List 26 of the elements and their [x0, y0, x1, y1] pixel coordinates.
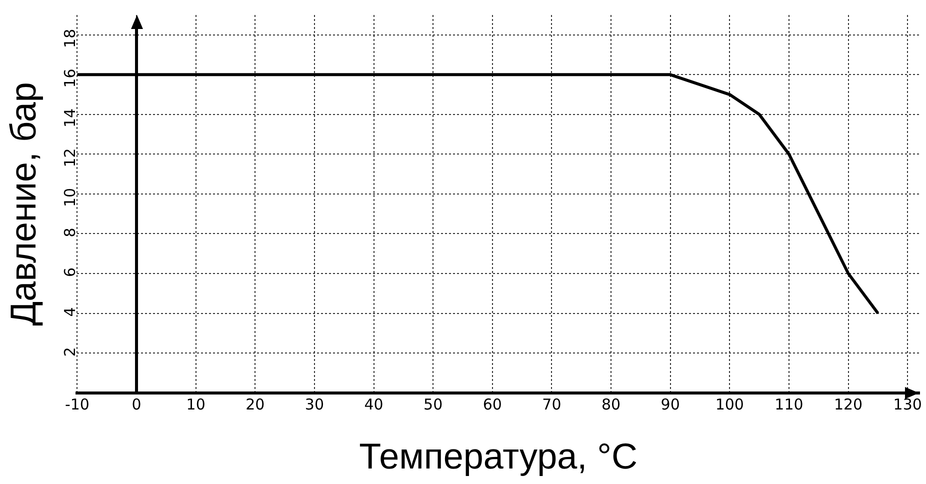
x-tick-label: 20	[246, 396, 265, 414]
x-tick-label: 60	[482, 396, 502, 414]
x-tick-label: 0	[132, 396, 142, 414]
x-tick-label: 40	[364, 396, 384, 414]
y-tick-label: 12	[61, 148, 80, 168]
y-tick-label: 10	[61, 188, 80, 208]
y-tick-label: 4	[61, 307, 80, 317]
x-tick-label: 90	[660, 396, 680, 414]
y-tick-label: 2	[61, 347, 80, 357]
y-tick-label: 18	[61, 28, 80, 48]
y-tick-label: 6	[61, 267, 80, 278]
x-tick-label: 120	[834, 396, 863, 414]
x-tick-label: -10	[64, 396, 90, 414]
y-axis-title: Давление, бар	[2, 82, 44, 326]
x-tick-label: 130	[893, 396, 922, 414]
x-tick-label: 10	[186, 396, 206, 414]
x-tick-label: 80	[601, 396, 621, 414]
x-tick-label: 110	[774, 396, 804, 414]
y-tick-label: 16	[61, 68, 80, 88]
x-axis-title: Температура, °C	[359, 435, 638, 476]
x-tick-label: 50	[424, 396, 443, 414]
y-tick-label: 14	[61, 108, 80, 128]
x-tick-label: 100	[715, 396, 744, 414]
y-tick-label: 8	[61, 228, 80, 238]
x-tick-label: 30	[304, 396, 324, 414]
x-tick-label: 70	[542, 396, 562, 414]
